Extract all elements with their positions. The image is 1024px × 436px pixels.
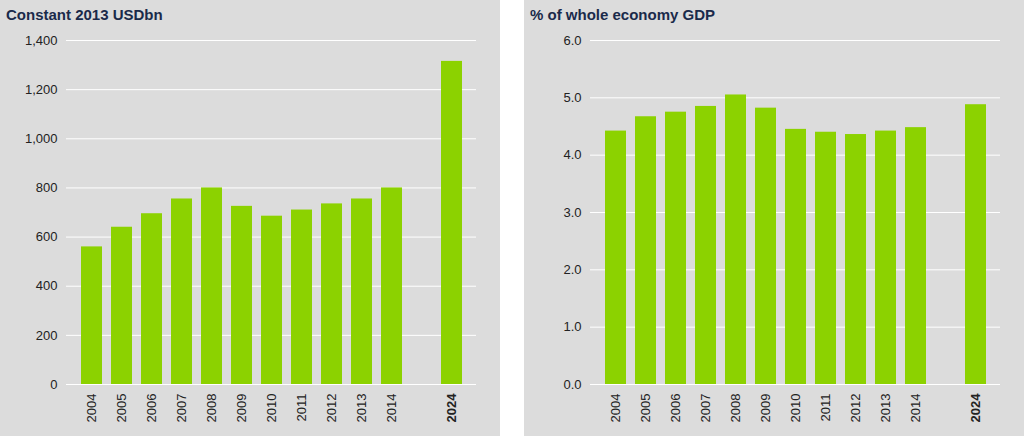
svg-text:2006: 2006 [144,394,159,423]
svg-text:2009: 2009 [758,394,773,423]
svg-text:2004: 2004 [608,394,623,423]
html-text:% of whole economy GDP: % of whole economy GDP [530,6,715,23]
svg-text:2013: 2013 [354,394,369,423]
svg-text:2004: 2004 [84,394,99,423]
svg-text:1.0: 1.0 [563,319,581,334]
svg-text:2014: 2014 [384,394,399,423]
svg-text:0: 0 [50,377,57,392]
svg-text:2010: 2010 [264,394,279,423]
svg-text:6.0: 6.0 [563,33,581,48]
svg-text:1,000: 1,000 [25,131,58,146]
svg-text:2011: 2011 [294,394,309,422]
svg-text:600: 600 [36,229,58,244]
html-text:Constant 2013 USDbn: Constant 2013 USDbn [6,6,163,23]
svg-text:2005: 2005 [114,394,129,423]
svg-text:2008: 2008 [728,394,743,423]
svg-text:2012: 2012 [848,394,863,423]
svg-text:2014: 2014 [908,394,923,423]
svg-text:2007: 2007 [174,394,189,423]
svg-text:2.0: 2.0 [563,262,581,277]
svg-text:4.0: 4.0 [563,147,581,162]
svg-text:2005: 2005 [638,394,653,423]
svg-text:200: 200 [36,328,58,343]
svg-text:5.0: 5.0 [563,90,581,105]
svg-text:3.0: 3.0 [563,205,581,220]
svg-text:2010: 2010 [788,394,803,423]
svg-text:2009: 2009 [234,394,249,423]
svg-text:2007: 2007 [698,394,713,423]
svg-text:2008: 2008 [204,394,219,423]
svg-text:800: 800 [36,180,58,195]
svg-text:2024: 2024 [968,393,983,423]
svg-text:0.0: 0.0 [563,377,581,392]
svg-text:2013: 2013 [878,394,893,423]
svg-text:2011: 2011 [818,394,833,422]
svg-text:2012: 2012 [324,394,339,423]
svg-text:400: 400 [36,278,58,293]
svg-text:1,400: 1,400 [25,33,58,48]
svg-text:2006: 2006 [668,394,683,423]
svg-text:2024: 2024 [444,393,459,423]
svg-text:1,200: 1,200 [25,82,58,97]
